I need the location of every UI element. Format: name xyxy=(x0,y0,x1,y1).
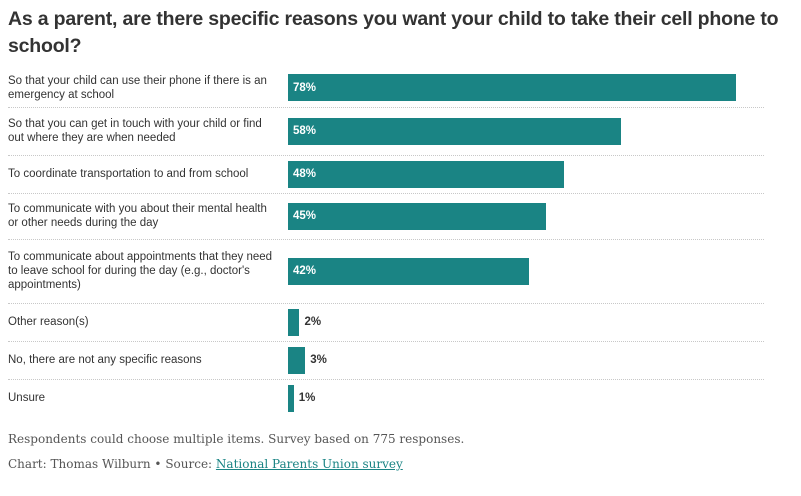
credit-prefix: Chart: Thomas Wilburn • Source: xyxy=(8,457,216,471)
bar-value-label: 2% xyxy=(304,316,322,328)
bar-value-label: 3% xyxy=(310,354,327,366)
category-label: So that you can get in touch with your c… xyxy=(8,118,262,144)
chart-credit: Chart: Thomas Wilburn • Source: National… xyxy=(8,457,403,471)
bar-value-label: 58% xyxy=(293,125,317,137)
source-link[interactable]: National Parents Union survey xyxy=(215,457,403,471)
bar xyxy=(288,257,530,285)
category-label: To coordinate transportation to and from… xyxy=(8,168,249,180)
bar-value-label: 45% xyxy=(293,210,317,222)
bar xyxy=(288,308,300,336)
bar xyxy=(288,202,547,230)
bar-value-label: 42% xyxy=(293,265,317,277)
category-label: To communicate about appointments that t… xyxy=(8,251,273,291)
row-divider xyxy=(8,303,764,304)
bar-value-label: 48% xyxy=(293,168,317,180)
category-label: Unsure xyxy=(8,392,46,404)
category-label: Other reason(s) xyxy=(8,316,89,328)
bar xyxy=(288,346,306,374)
row-divider xyxy=(8,239,764,240)
row-divider xyxy=(8,155,764,156)
bar xyxy=(288,384,294,412)
category-label: So that your child can use their phone i… xyxy=(8,74,267,101)
row-divider xyxy=(8,341,764,342)
bar xyxy=(288,117,622,145)
row-divider xyxy=(8,107,764,108)
bar-value-label: 78% xyxy=(293,81,317,94)
row-divider xyxy=(8,379,764,380)
row-divider xyxy=(8,193,764,194)
chart-note: Respondents could choose multiple items.… xyxy=(8,432,465,446)
bar-value-label: 1% xyxy=(298,392,316,404)
category-label: To communicate with you about their ment… xyxy=(8,203,267,229)
chart-title: As a parent, are there specific reasons … xyxy=(8,8,779,57)
bar xyxy=(288,74,736,101)
bar xyxy=(288,160,564,188)
category-label: No, there are not any specific reasons xyxy=(8,354,202,366)
